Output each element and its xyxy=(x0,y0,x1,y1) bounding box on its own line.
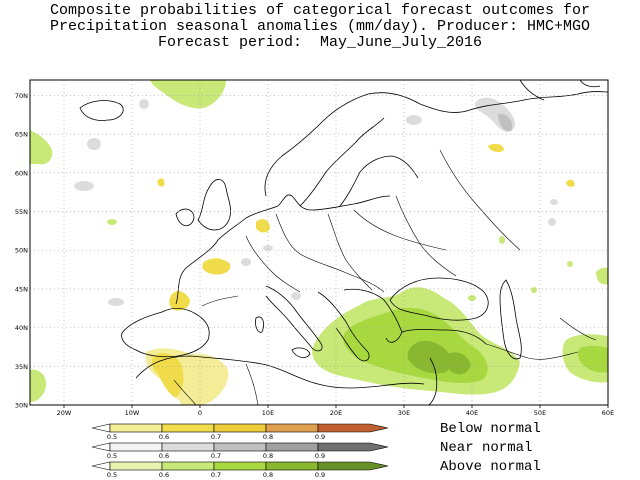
map-title-line-2: Precipitation seasonal anomalies (mm/day… xyxy=(49,18,591,35)
axis-ticks: 20W 10W 0 10E 20E 30E 40E 50E 60E 30N 35N 40N 45N 50N… xyxy=(15,92,614,417)
legend-swatch xyxy=(161,442,215,452)
lat-tick-label: 45N xyxy=(15,285,28,293)
legend-level-label: 0.6 xyxy=(159,433,169,441)
legend-level-label: 0.7 xyxy=(211,471,221,479)
legend-swatch xyxy=(161,461,215,471)
legend-bar-below-normal: 0.5 0.6 0.7 0.8 0.9 xyxy=(91,423,389,441)
legend-level-label: 0.9 xyxy=(315,471,325,479)
legend-swatch xyxy=(109,442,163,452)
legend-label-above-normal: Above normal xyxy=(440,459,541,475)
near-normal-regions xyxy=(74,97,558,306)
legend-swatch xyxy=(213,442,267,452)
lon-tick-label: 10W xyxy=(125,409,140,417)
legend-level-label: 0.8 xyxy=(263,433,273,441)
map-grid xyxy=(30,80,608,405)
legend-swatch xyxy=(265,423,319,433)
legend-swatch xyxy=(317,461,389,471)
lon-tick-label: 10E xyxy=(262,409,274,417)
below-normal-regions xyxy=(145,143,575,405)
lat-tick-label: 50N xyxy=(15,247,28,255)
legend-swatch xyxy=(213,423,267,433)
lon-tick-label: 30E xyxy=(398,409,410,417)
lat-tick-label: 70N xyxy=(15,92,28,100)
lon-tick-label: 0 xyxy=(198,409,202,417)
legend-swatch xyxy=(109,461,163,471)
legend-level-label: 0.5 xyxy=(107,433,117,441)
legend-level-label: 0.9 xyxy=(315,452,325,460)
legend-bar-above-normal: 0.5 0.6 0.7 0.8 0.9 xyxy=(91,461,389,479)
lat-tick-label: 35N xyxy=(15,363,28,371)
legend-swatch xyxy=(109,423,163,433)
legend-bar-near-normal: 0.5 0.6 0.7 0.8 0.9 xyxy=(91,442,389,460)
legend-swatch xyxy=(213,461,267,471)
legend-arrow-left xyxy=(91,442,111,452)
legend-arrow-left xyxy=(91,461,111,471)
map-title-line-3: Forecast period: May_June_July_2016 xyxy=(157,34,483,51)
legend-label-near-normal: Near normal xyxy=(440,440,533,456)
legend-swatch xyxy=(161,423,215,433)
lon-tick-label: 40E xyxy=(466,409,478,417)
legend-arrow-left xyxy=(91,423,111,433)
lat-tick-label: 40N xyxy=(15,324,28,332)
lon-tick-label: 20E xyxy=(330,409,342,417)
legend-level-label: 0.7 xyxy=(211,433,221,441)
above-normal-region-north xyxy=(30,80,573,402)
lat-tick-label: 65N xyxy=(15,131,28,139)
legend-level-label: 0.5 xyxy=(107,471,117,479)
legend-level-label: 0.7 xyxy=(211,452,221,460)
lon-tick-label: 50E xyxy=(534,409,546,417)
lon-tick-label: 20W xyxy=(57,409,72,417)
legend-label-below-normal: Below normal xyxy=(440,421,541,437)
above-normal-region-east xyxy=(562,267,608,383)
lon-tick-label: 60E xyxy=(602,409,614,417)
coastlines xyxy=(79,80,608,405)
legend-swatch xyxy=(317,423,389,433)
map-frame xyxy=(29,79,609,406)
lat-tick-label: 60N xyxy=(15,169,28,177)
legend-swatch xyxy=(317,442,389,452)
legend-level-label: 0.5 xyxy=(107,452,117,460)
lat-tick-label: 30N xyxy=(15,402,28,410)
legend-swatch xyxy=(265,461,319,471)
legend-level-label: 0.8 xyxy=(263,471,273,479)
legend-level-label: 0.6 xyxy=(159,471,169,479)
legend-level-label: 0.8 xyxy=(263,452,273,460)
legend: 0.5 0.6 0.7 0.8 0.90.5 0.6 0.7 0.8 0.90.5 0.6 0.7 0… xyxy=(91,423,389,479)
lat-tick-label: 55N xyxy=(15,208,28,216)
legend-level-label: 0.9 xyxy=(315,433,325,441)
above-normal-region-east-med xyxy=(312,287,520,395)
legend-swatch xyxy=(265,442,319,452)
map-title-line-1: Composite probabilities of categorical f… xyxy=(49,2,591,19)
legend-level-label: 0.6 xyxy=(159,452,169,460)
